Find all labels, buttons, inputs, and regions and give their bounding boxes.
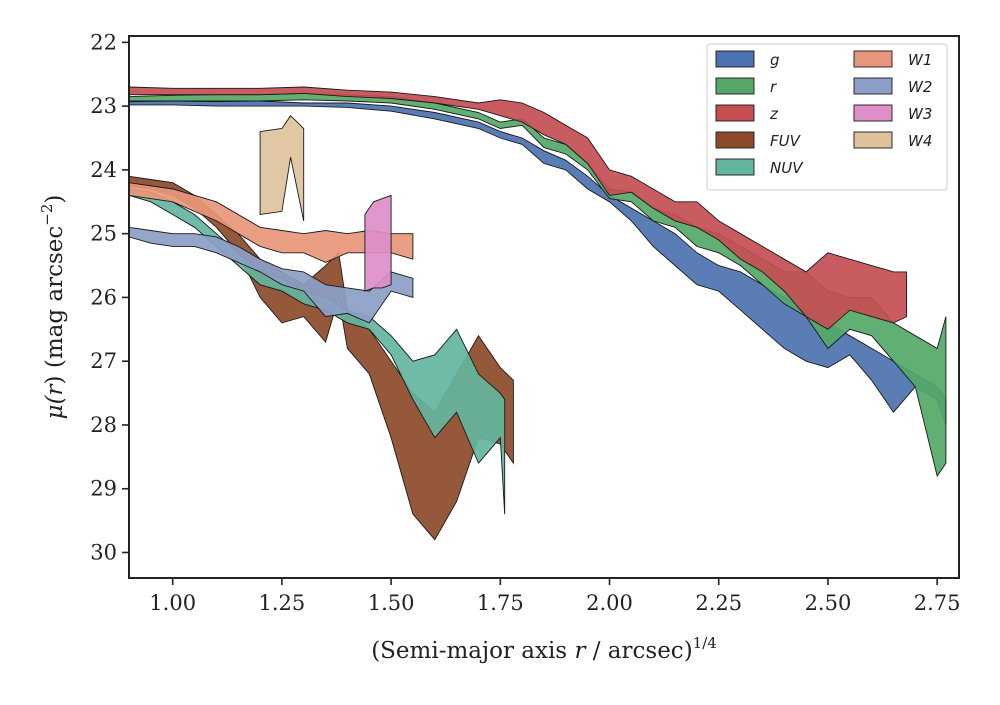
- y-tick-label: 23: [90, 94, 117, 118]
- legend-label-nuv: NUV: [770, 159, 804, 177]
- legend: grz FUV NUV W1 W2 W3 W4: [706, 43, 948, 191]
- series-area-w2: [128, 226, 414, 324]
- legend-label-z: z: [769, 105, 779, 123]
- x-tick-label: 1.25: [259, 591, 306, 615]
- legend-swatch-nuv: [715, 158, 755, 176]
- series-area-w4: [259, 115, 305, 221]
- x-tick-label: 1.00: [149, 591, 196, 615]
- legend-label-g: g: [770, 51, 780, 69]
- y-tick-label: 22: [90, 30, 117, 54]
- legend-swatch-r: [715, 77, 755, 95]
- legend-label-w1: W1: [908, 51, 932, 69]
- x-tick-label: 2.00: [586, 591, 633, 615]
- y-tick-label: 24: [90, 158, 117, 182]
- legend-swatch-w3: [853, 104, 893, 122]
- series-area-z: [128, 86, 908, 330]
- x-tick-label: 2.75: [914, 591, 961, 615]
- legend-label-r: r: [770, 78, 777, 96]
- y-tick-label: 28: [90, 413, 117, 437]
- series-areas: [128, 86, 947, 541]
- legend-swatch-w2: [853, 77, 893, 95]
- y-tick-label: 29: [90, 477, 117, 501]
- x-tick-label: 1.75: [477, 591, 524, 615]
- y-tick-label: 30: [90, 540, 117, 564]
- x-tick-label: 2.50: [805, 591, 852, 615]
- series-area-w1: [128, 182, 414, 263]
- legend-swatch-w4: [853, 131, 893, 149]
- legend-label-w4: W4: [908, 132, 932, 150]
- x-axis-label: (Semi-major axis r / arcsec)1/4: [371, 634, 717, 664]
- legend-label-w3: W3: [908, 105, 932, 123]
- y-axis-ticks: 22 23 24 25 26 27 28 29 30: [90, 30, 129, 564]
- y-tick-label: 25: [90, 222, 117, 246]
- y-tick-label: 27: [90, 349, 117, 373]
- x-tick-label: 2.25: [695, 591, 742, 615]
- series-area-w3: [364, 194, 392, 292]
- y-axis-label: μ(r) (mag arcsec−2): [38, 195, 68, 420]
- y-tick-label: 26: [90, 285, 117, 309]
- legend-label-w2: W2: [908, 78, 932, 96]
- legend-swatch-fuv: [715, 131, 755, 149]
- legend-swatch-g: [715, 50, 755, 68]
- x-axis-ticks: 1.00 1.25 1.50 1.75 2.00 2.25 2.50 2.75: [149, 578, 961, 615]
- plot-frame: [128, 35, 960, 579]
- x-tick-label: 1.50: [368, 591, 415, 615]
- legend-swatch-z: [715, 104, 755, 122]
- legend-swatch-w1: [853, 50, 893, 68]
- legend-label-fuv: FUV: [770, 132, 802, 150]
